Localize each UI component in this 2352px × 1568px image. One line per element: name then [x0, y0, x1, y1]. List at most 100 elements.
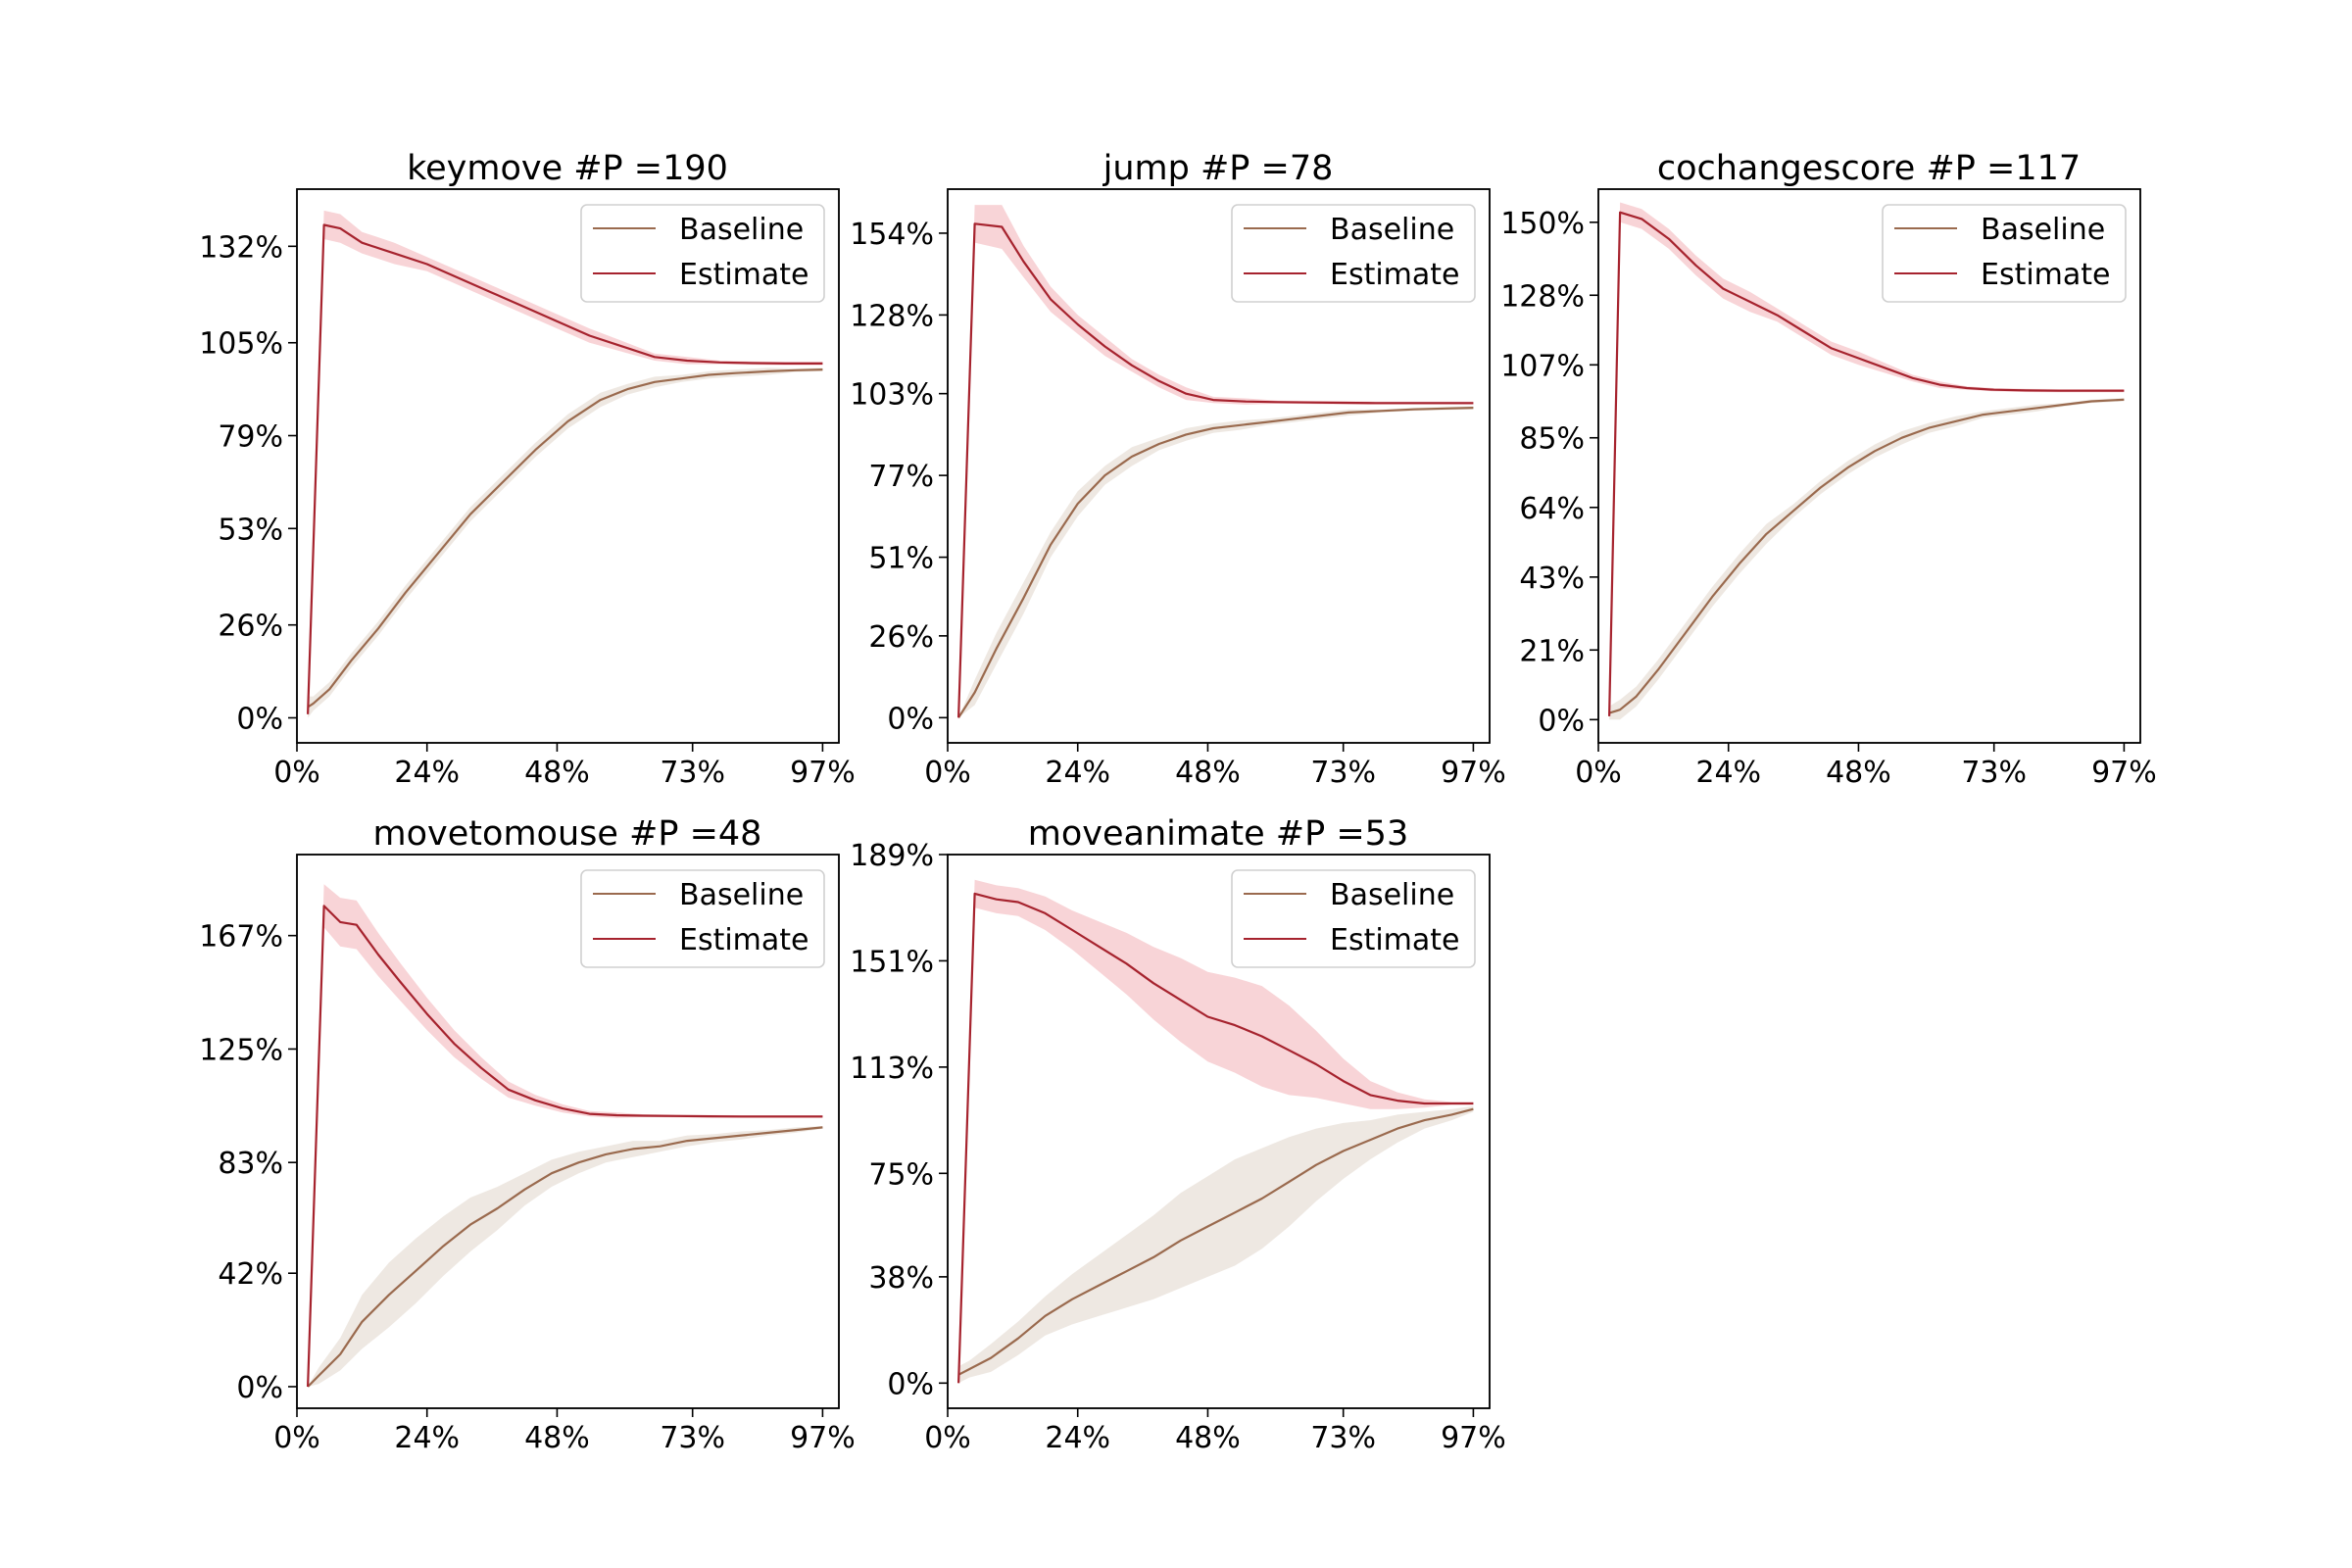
plot-frame: [1597, 188, 2141, 744]
y-tick-label: 79%: [218, 420, 283, 455]
series-line-baseline: [957, 407, 1474, 718]
x-tick-label: 0%: [273, 1421, 320, 1455]
x-tick-label: 0%: [273, 756, 320, 790]
y-tick-label: 128%: [1500, 279, 1585, 314]
series-lines: [307, 905, 823, 1388]
legend: Baseline Estimate: [580, 869, 825, 968]
y-tick-label: 26%: [868, 620, 934, 655]
y-tick-label: 42%: [218, 1257, 283, 1292]
band-estimate: [958, 879, 1474, 1384]
series-line-baseline: [307, 368, 823, 709]
series-line-estimate: [1608, 211, 2125, 716]
y-tick-label: 77%: [868, 460, 934, 494]
band-estimate: [308, 884, 823, 1387]
y-tick-label: 38%: [868, 1261, 934, 1296]
confidence-bands: [308, 884, 823, 1387]
x-tick-label: 24%: [394, 756, 460, 790]
legend: Baseline Estimate: [1231, 869, 1476, 968]
legend-label-estimate: Estimate: [679, 923, 809, 957]
series-line-estimate: [957, 892, 1474, 1384]
x-tick-label: 48%: [1175, 756, 1241, 790]
y-tick-label: 0%: [887, 702, 934, 736]
confidence-bands: [958, 879, 1474, 1384]
y-tick-label: 0%: [236, 1371, 283, 1405]
x-tick-label: 73%: [1961, 756, 2027, 790]
y-tick-label: 107%: [1500, 349, 1585, 383]
y-tick-label: 53%: [218, 513, 283, 547]
legend-label-baseline: Baseline: [1330, 213, 1454, 247]
band-baseline: [958, 1105, 1474, 1384]
subplot-movetomouse: 0% 24% 48% 73% 97% 0% 42% 83% 125% 167% movetomou…: [199, 814, 856, 1455]
subplot-moveanimate: 0% 24% 48% 73% 97% 0% 38% 75% 113% 151% 189% movea…: [850, 814, 1506, 1455]
series-lines: [957, 892, 1474, 1384]
y-tick-label: 132%: [199, 230, 283, 265]
y-tick-label: 83%: [218, 1147, 283, 1181]
chart-title: keymove #P =190: [407, 149, 728, 188]
plot-frame: [947, 188, 1491, 744]
x-tick-label: 97%: [790, 756, 856, 790]
x-tick-label: 0%: [1575, 756, 1622, 790]
legend: Baseline Estimate: [1231, 204, 1476, 303]
x-tick-label: 48%: [524, 756, 590, 790]
series-line-baseline: [307, 1126, 823, 1388]
series-line-estimate: [307, 905, 823, 1388]
axes: 0% 24% 48% 73% 97% 0% 26% 53% 79% 105% 132%: [199, 230, 856, 790]
x-tick-label: 73%: [660, 756, 725, 790]
axes: 0% 24% 48% 73% 97% 0% 42% 83% 125% 167%: [199, 920, 856, 1455]
x-tick-label: 97%: [2091, 756, 2157, 790]
legend-label-baseline: Baseline: [1330, 878, 1454, 912]
chart-title: jump #P =78: [1102, 149, 1334, 188]
x-tick-label: 97%: [1441, 1421, 1506, 1455]
y-tick-label: 0%: [887, 1367, 934, 1401]
legend: Baseline Estimate: [580, 204, 825, 303]
y-tick-label: 85%: [1519, 422, 1585, 457]
confidence-bands: [1609, 202, 2125, 720]
series-lines: [957, 222, 1474, 718]
y-tick-label: 150%: [1500, 207, 1585, 241]
x-tick-label: 24%: [1045, 756, 1110, 790]
y-tick-label: 125%: [199, 1033, 283, 1067]
x-tick-label: 48%: [524, 1421, 590, 1455]
y-tick-label: 75%: [868, 1157, 934, 1192]
chart-title: movetomouse #P =48: [373, 814, 762, 854]
x-tick-label: 97%: [790, 1421, 856, 1455]
legend-label-estimate: Estimate: [1330, 923, 1460, 957]
y-tick-label: 51%: [868, 542, 934, 576]
subplot-jump: 0% 24% 48% 73% 97% 0% 26% 51% 77% 103% 128% 154% ju…: [850, 149, 1506, 790]
y-tick-label: 128%: [850, 299, 934, 333]
chart-title: cochangescore #P =117: [1657, 149, 2081, 188]
legend-label-estimate: Estimate: [1330, 258, 1460, 292]
x-tick-label: 73%: [1310, 1421, 1376, 1455]
series-line-estimate: [307, 223, 823, 714]
legend-label-baseline: Baseline: [679, 878, 804, 912]
series-line-baseline: [1608, 398, 2125, 714]
x-tick-label: 24%: [1045, 1421, 1110, 1455]
plot-frame: [296, 854, 840, 1409]
legend-label-estimate: Estimate: [679, 258, 809, 292]
x-tick-label: 73%: [660, 1421, 725, 1455]
x-tick-label: 73%: [1310, 756, 1376, 790]
series-line-baseline: [957, 1107, 1474, 1376]
series-line-estimate: [957, 222, 1474, 718]
x-tick-label: 48%: [1175, 1421, 1241, 1455]
series-lines: [307, 223, 823, 714]
y-tick-label: 154%: [850, 218, 934, 252]
y-tick-label: 64%: [1519, 492, 1585, 526]
y-tick-label: 26%: [218, 610, 283, 644]
plot-frame: [296, 188, 840, 744]
y-tick-label: 105%: [199, 327, 283, 362]
band-baseline: [308, 1126, 823, 1387]
axes: 0% 24% 48% 73% 97% 0% 26% 51% 77% 103% 128% 154%: [850, 218, 1506, 790]
axes: 0% 24% 48% 73% 97% 0% 21% 43% 64% 85% 107% 128% 150%: [1500, 207, 2157, 790]
legend-label-baseline: Baseline: [679, 213, 804, 247]
x-tick-label: 0%: [924, 756, 971, 790]
subplot-keymove: 0% 24% 48% 73% 97% 0% 26% 53% 79% 105% 132% keymov…: [199, 149, 856, 790]
x-tick-label: 24%: [1695, 756, 1761, 790]
axes: 0% 24% 48% 73% 97% 0% 38% 75% 113% 151% 189%: [850, 839, 1506, 1455]
band-baseline: [958, 406, 1474, 718]
x-tick-label: 0%: [924, 1421, 971, 1455]
subplot-cochangescore: 0% 24% 48% 73% 97% 0% 21% 43% 64% 85% 107% 128% 150%…: [1500, 149, 2157, 790]
y-tick-label: 189%: [850, 839, 934, 873]
y-tick-label: 151%: [850, 945, 934, 979]
